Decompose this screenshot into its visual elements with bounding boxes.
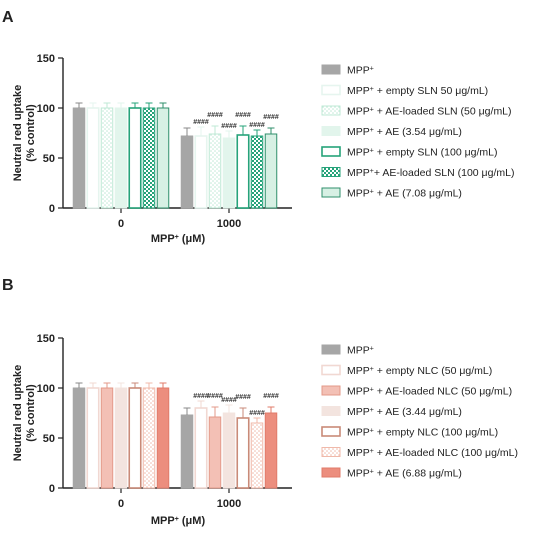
bar — [236, 417, 250, 489]
legend-swatch — [321, 167, 341, 177]
bar — [114, 107, 128, 209]
legend-label: MPP+ + empty SLN 50 μg/mL) — [347, 85, 488, 97]
y-axis-subtitle: (% control) — [25, 384, 37, 442]
legend-swatch — [321, 426, 341, 437]
legend-label: MPP+ — [347, 65, 374, 77]
y-tick-label: 100 — [37, 103, 55, 115]
bar — [264, 133, 278, 209]
bar — [156, 387, 170, 489]
y-tick-label: 50 — [43, 153, 55, 165]
y-tick-label: 150 — [37, 333, 55, 345]
y-axis-subtitle: (% control) — [25, 104, 37, 162]
bar — [72, 107, 86, 209]
legend-swatch — [321, 364, 341, 376]
bar — [250, 422, 264, 489]
bar — [180, 414, 194, 489]
legend-label: MPP+ — [347, 345, 374, 357]
legend-label: MPP+ + AE (3.54 μg/mL) — [347, 126, 462, 138]
legend-label: MPP+ + AE-loaded NLC (50 μg/mL) — [347, 386, 512, 398]
bar — [208, 416, 222, 489]
y-tick-label: 50 — [43, 433, 55, 445]
x-axis-title: MPP+ (μM) — [151, 233, 206, 245]
bar — [86, 107, 100, 209]
bar — [142, 107, 156, 209]
y-axis-title: Neutral red uptake — [12, 365, 24, 462]
legend-swatch — [321, 146, 341, 157]
bar — [180, 135, 194, 209]
bar — [72, 387, 86, 489]
legend-swatch — [321, 385, 341, 396]
legend: MPP+ MPP+ + empty SLN 50 μg/mL) MPP+ + AE-… — [321, 64, 514, 200]
significance-mark: #### — [235, 112, 251, 119]
significance-mark: #### — [249, 122, 265, 129]
bar — [264, 412, 278, 489]
legend-swatch — [321, 344, 341, 355]
legend-label: MPP+ + AE-loaded NLC (100 μg/mL) — [347, 447, 518, 459]
bar — [250, 135, 264, 209]
x-tick-label: 1000 — [217, 218, 241, 230]
legend-label: MPP+ + empty NLC (50 μg/mL) — [347, 365, 492, 377]
legend-label: MPP++ AE-loaded SLN (100 μg/mL) — [347, 167, 514, 179]
significance-mark: #### — [249, 410, 265, 417]
significance-mark: #### — [193, 119, 209, 126]
x-tick-label: 0 — [118, 498, 124, 510]
legend-label: MPP+ + AE (7.08 μg/mL) — [347, 188, 462, 200]
y-axis-title: Neutral red uptake — [12, 85, 24, 182]
legend-swatch — [321, 105, 341, 116]
bar — [222, 137, 236, 209]
significance-mark: #### — [207, 112, 223, 119]
x-axis-title: MPP+ (μM) — [151, 515, 206, 527]
significance-mark: #### — [207, 393, 223, 400]
legend: MPP+ MPP+ + empty NLC (50 μg/mL) MPP+ + AE… — [321, 344, 518, 480]
legend-swatch — [321, 84, 341, 96]
panel-letter: B — [2, 277, 14, 294]
legend-swatch — [321, 406, 341, 416]
chart-panel-B: B 0 50 100 150 0 1000 Neutral red uptake (% cont… — [2, 277, 518, 527]
bar — [100, 107, 114, 209]
bar — [194, 407, 208, 489]
panel-letter: A — [2, 9, 14, 26]
legend-label: MPP+ + empty NLC (100 μg/mL) — [347, 427, 498, 439]
bar — [156, 107, 170, 209]
legend-label: MPP+ + empty SLN (100 μg/mL) — [347, 147, 498, 159]
legend-swatch — [321, 447, 341, 457]
y-tick-label: 100 — [37, 383, 55, 395]
legend-label: MPP+ + AE-loaded SLN (50 μg/mL) — [347, 106, 512, 118]
x-tick-label: 1000 — [217, 498, 241, 510]
legend-swatch — [321, 467, 341, 478]
bar — [114, 387, 128, 489]
legend-swatch — [321, 126, 341, 136]
significance-mark: #### — [263, 393, 279, 400]
bar — [222, 412, 236, 489]
bar — [236, 134, 250, 209]
significance-mark: #### — [235, 394, 251, 401]
y-tick-label: 0 — [49, 483, 55, 495]
significance-mark: #### — [221, 397, 237, 404]
legend-label: MPP+ + AE (6.88 μg/mL) — [347, 468, 462, 480]
bar — [128, 107, 142, 209]
x-tick-label: 0 — [118, 218, 124, 230]
bar — [128, 387, 142, 489]
significance-mark: #### — [221, 123, 237, 130]
significance-mark: #### — [263, 114, 279, 121]
bar — [142, 387, 156, 489]
legend-label: MPP+ + AE (3.44 μg/mL) — [347, 406, 462, 418]
y-tick-label: 150 — [37, 53, 55, 65]
bar — [100, 387, 114, 489]
bar — [194, 135, 208, 209]
y-tick-label: 0 — [49, 203, 55, 215]
chart-panel-A: A 0 50 100 150 0 1000 Neutral red uptake (% cont… — [2, 9, 514, 245]
legend-swatch — [321, 64, 341, 75]
legend-swatch — [321, 187, 341, 198]
significance-mark: #### — [193, 393, 209, 400]
bar — [86, 387, 100, 489]
bar — [208, 133, 222, 209]
